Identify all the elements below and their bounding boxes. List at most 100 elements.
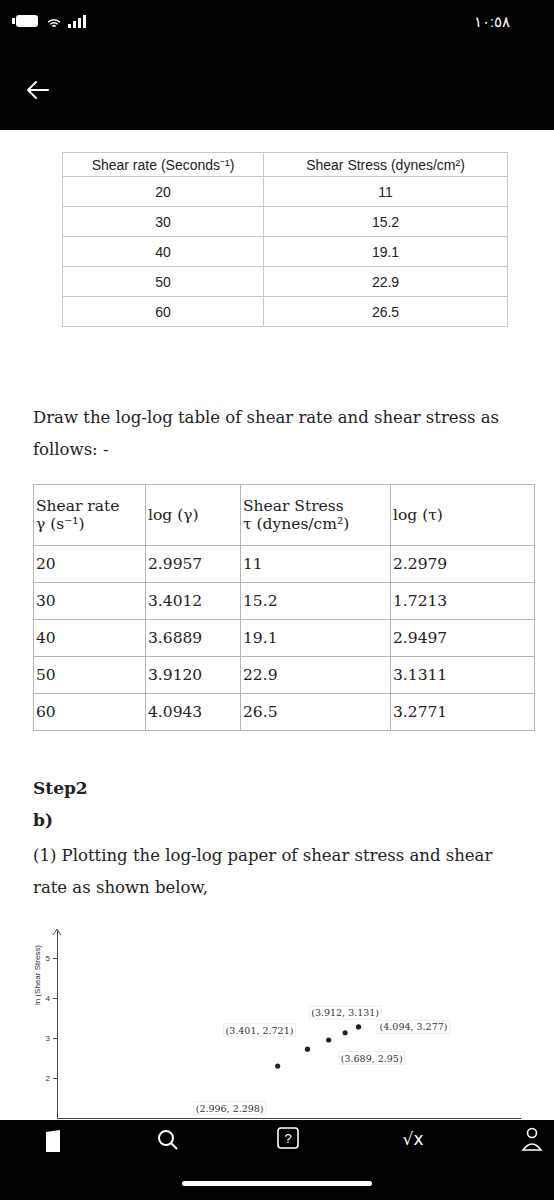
x-axis-line xyxy=(58,1118,522,1119)
cell: 22.9 xyxy=(264,267,508,297)
label-text: (3.401, 2.721) xyxy=(226,1025,294,1036)
row: 303.401215.21.7213 xyxy=(34,583,535,620)
cell: 26.5 xyxy=(264,297,508,327)
row: 4019.1 xyxy=(63,237,508,267)
cell: 26.5 xyxy=(241,694,391,731)
source-table: Shear rate (Seconds⁻¹)Shear Stress (dyne… xyxy=(62,152,508,327)
signal-bar xyxy=(83,15,86,28)
cell: 3.6889 xyxy=(146,620,241,657)
header-line: log (τ) xyxy=(393,506,532,524)
cell: 60 xyxy=(34,694,146,731)
header-cell: Shear rate (Seconds⁻¹) xyxy=(63,153,264,177)
search-handle[interactable] xyxy=(171,1143,177,1149)
label-text: (2.996, 2.298) xyxy=(196,1103,264,1114)
signal-bar xyxy=(68,24,71,28)
label-text: (3.689, 2.95) xyxy=(341,1053,403,1064)
cell: 20 xyxy=(63,177,264,207)
instruction: Draw the log-log table of shear rate and… xyxy=(33,402,503,466)
y-axis-arrow xyxy=(53,929,61,935)
step-text: (1) Plotting the log-log paper of shear … xyxy=(33,840,503,904)
chart: 2 3 4 5 ln (Shear Stress) (2.996, 2.298) (3.40… xyxy=(33,929,522,1119)
part-label: b) xyxy=(33,810,53,830)
cell: 50 xyxy=(34,657,146,694)
row: 3015.2 xyxy=(63,207,508,237)
nav-math-icon[interactable]: √x xyxy=(403,1129,424,1149)
cell: 11 xyxy=(264,177,508,207)
row: 202.9957112.2979 xyxy=(34,546,535,583)
cell: 3.2771 xyxy=(391,694,535,731)
header-row: Shear rate (Seconds⁻¹)Shear Stress (dyne… xyxy=(63,153,508,177)
cell: 30 xyxy=(63,207,264,237)
point xyxy=(275,1063,280,1068)
label-text: (4.094, 3.277) xyxy=(380,1021,448,1032)
battery-cap xyxy=(12,18,15,24)
header-line: Shear Stress xyxy=(243,497,388,515)
label-text: (3.912, 3.131) xyxy=(311,1007,379,1018)
header-cell: Shear rateγ (s⁻¹) xyxy=(34,485,146,546)
nav-bar: ? √x xyxy=(0,1120,554,1200)
y-tick-mark xyxy=(53,998,57,999)
header-line: Shear rate xyxy=(36,497,143,515)
cell: 3.9120 xyxy=(146,657,241,694)
row: 6026.5 xyxy=(63,297,508,327)
point xyxy=(356,1024,361,1029)
y-tick-label: 2 xyxy=(46,1074,51,1083)
cell: 2.9957 xyxy=(146,546,241,583)
nav-search-icon[interactable] xyxy=(159,1131,177,1149)
nav-profile-icon[interactable] xyxy=(523,1129,541,1151)
point xyxy=(326,1037,331,1042)
overlay: ١٠:٥٨2345ln (Shear Stress)(2.996, 2.298)… xyxy=(0,0,554,1200)
label-box xyxy=(309,1006,381,1019)
cell: 3.4012 xyxy=(146,583,241,620)
content-background xyxy=(0,130,554,1120)
point-label: (4.094, 3.277) xyxy=(378,1020,450,1033)
row: 503.912022.93.1311 xyxy=(34,657,535,694)
header-line: log (γ) xyxy=(148,506,238,524)
cell: 3.1311 xyxy=(391,657,535,694)
profile-body[interactable] xyxy=(523,1144,541,1150)
header-line: τ (dynes/cm²) xyxy=(243,515,388,533)
help-text[interactable]: ? xyxy=(284,1131,291,1146)
label-box xyxy=(224,1024,296,1037)
header-cell: log (τ) xyxy=(391,485,535,546)
y-tick-label: 3 xyxy=(46,1034,51,1043)
y-tick-mark xyxy=(53,1038,57,1039)
wifi-arc xyxy=(52,25,56,27)
help-box[interactable] xyxy=(278,1128,298,1148)
y-tick-mark xyxy=(53,958,57,959)
page: Shear rate (Seconds⁻¹)Shear Stress (dyne… xyxy=(0,0,554,1200)
y-tick: 2 xyxy=(46,1074,57,1083)
y-axis-line xyxy=(57,931,58,1119)
cell: 19.1 xyxy=(241,620,391,657)
cell: 22.9 xyxy=(241,657,391,694)
y-tick: 4 xyxy=(46,994,57,1003)
cell: 2.2979 xyxy=(391,546,535,583)
back-button[interactable] xyxy=(28,82,48,98)
wifi-arc xyxy=(50,22,58,25)
nav-help-icon[interactable]: ? xyxy=(278,1128,298,1148)
cell: 11 xyxy=(241,546,391,583)
home-indicator xyxy=(182,1181,372,1186)
y-tick-label: 4 xyxy=(46,994,51,1003)
nav-background xyxy=(0,1120,554,1200)
y-tick-label: 5 xyxy=(46,954,51,963)
header-line: γ (s⁻¹) xyxy=(36,515,143,533)
point-label: (2.996, 2.298) xyxy=(194,1102,266,1115)
cell: 30 xyxy=(34,583,146,620)
x-axis xyxy=(58,1118,522,1119)
y-tick-mark xyxy=(53,1078,57,1079)
y-axis: 2 3 4 5 xyxy=(46,931,58,1119)
header-cell: Shear Stress (dynes/cm²) xyxy=(264,153,508,177)
header-row: Shear rateγ (s⁻¹)log (γ)Shear Stressτ (d… xyxy=(34,485,535,546)
cell: 20 xyxy=(34,546,146,583)
search-circle[interactable] xyxy=(159,1131,173,1145)
profile-head[interactable] xyxy=(528,1129,537,1138)
y-axis-title: ln (Shear Stress) xyxy=(33,945,42,1005)
nav-home-icon[interactable] xyxy=(46,1130,60,1152)
signal-bar xyxy=(73,21,76,28)
cell: 19.1 xyxy=(264,237,508,267)
point xyxy=(343,1030,348,1035)
cell: 50 xyxy=(63,267,264,297)
step-title: Step2 xyxy=(33,778,88,798)
y-tick: 5 xyxy=(46,954,57,963)
